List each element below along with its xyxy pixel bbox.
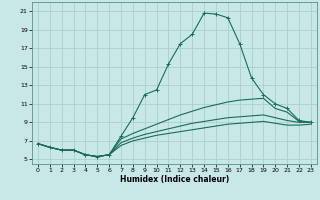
X-axis label: Humidex (Indice chaleur): Humidex (Indice chaleur) [120,175,229,184]
